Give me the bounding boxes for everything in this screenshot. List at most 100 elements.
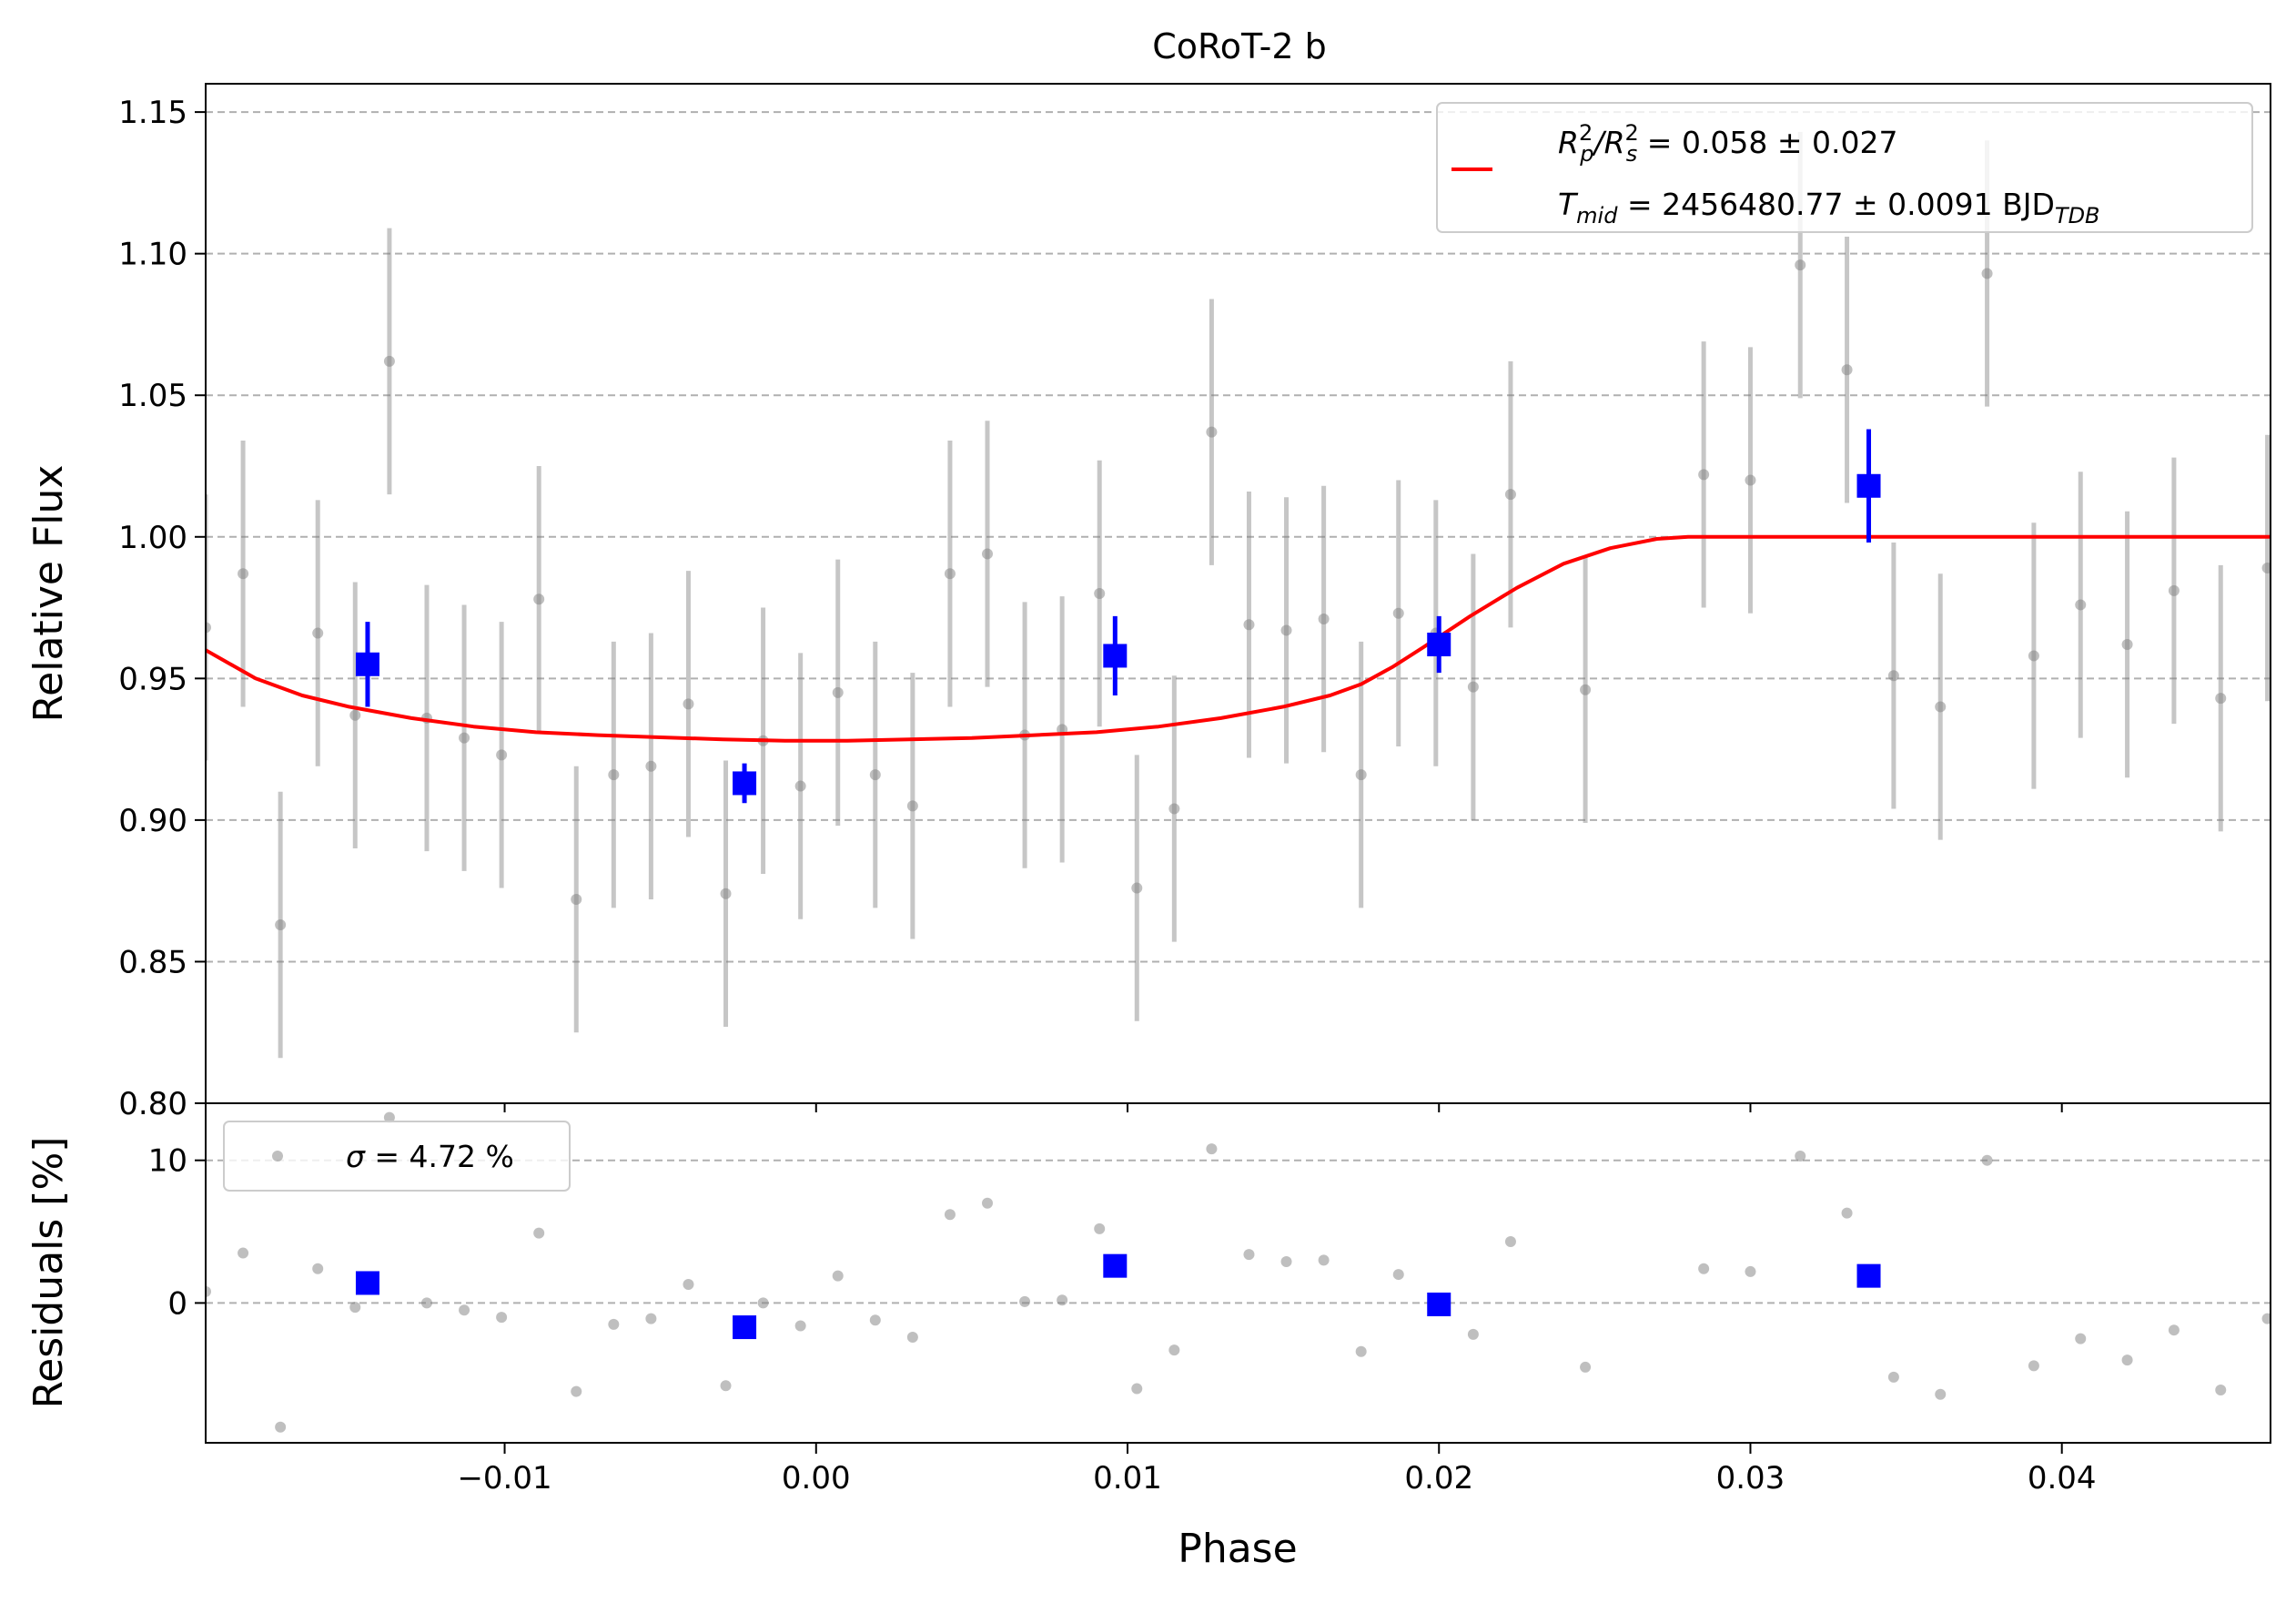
- binned-flux-point: [733, 771, 757, 796]
- unbinned-flux-point: [720, 888, 732, 899]
- unbinned-residual-point: [1168, 1344, 1180, 1356]
- legend-sigma-text: σ = 4.72 %: [346, 1139, 514, 1174]
- binned-flux-points: [355, 429, 1881, 804]
- binned-residual-point: [733, 1315, 757, 1340]
- top-y-tick-label: 0.85: [118, 944, 187, 980]
- unbinned-flux-point: [312, 627, 324, 639]
- x-tick-label: −0.01: [457, 1460, 551, 1496]
- unbinned-residual-point: [1841, 1207, 1853, 1219]
- unbinned-flux-point: [2168, 584, 2180, 596]
- unbinned-flux-point: [1094, 588, 1106, 599]
- unbinned-residual-point: [1887, 1371, 1899, 1383]
- top-legend: R2 p/R2 s = 0.058 ± 0.027 Tmid = 2456480.7…: [1436, 102, 2253, 233]
- unbinned-flux-point: [496, 749, 508, 761]
- top-y-tick-label: 1.00: [118, 520, 187, 556]
- top-y-tick-label: 0.95: [118, 661, 187, 697]
- top-y-tick-label: 0.80: [118, 1086, 187, 1122]
- binned-residual-point: [1103, 1253, 1128, 1278]
- unbinned-residual-point: [720, 1380, 732, 1392]
- unbinned-residual-point: [459, 1304, 470, 1316]
- legend-residual-marker-sample: [272, 1151, 283, 1162]
- unbinned-residual-point: [608, 1318, 620, 1330]
- top-panel-y-ticks: 0.80 0.85 0.90 0.95 1.00 1.05 1.10 1.15: [118, 95, 206, 1122]
- unbinned-residual-point: [906, 1332, 918, 1344]
- unbinned-residual-point: [1318, 1254, 1330, 1266]
- unbinned-flux-point: [1243, 619, 1255, 631]
- unbinned-residual-point: [1355, 1345, 1367, 1357]
- unbinned-flux-point: [683, 698, 694, 710]
- unbinned-residual-point: [1019, 1295, 1031, 1307]
- unbinned-flux-point: [1580, 684, 1592, 695]
- unbinned-flux-point: [906, 800, 918, 812]
- bottom-panel-frame: [205, 1102, 2271, 1444]
- top-y-tick-label: 1.05: [118, 378, 187, 414]
- unbinned-flux-point: [944, 568, 956, 580]
- x-axis-label: Phase: [1178, 1526, 1297, 1572]
- unbinned-flux-point: [1131, 882, 1143, 894]
- unbinned-flux-point: [1392, 607, 1404, 619]
- binned-flux-point: [1103, 644, 1128, 668]
- unbinned-flux-point: [1981, 268, 1993, 279]
- x-tick-label: 0.03: [1716, 1460, 1785, 1496]
- unbinned-flux-point: [869, 769, 881, 781]
- unbinned-flux-point: [2261, 563, 2271, 573]
- unbinned-flux-point: [238, 568, 249, 580]
- unbinned-residual-points: [206, 1111, 2271, 1433]
- unbinned-residual-point: [1504, 1236, 1516, 1248]
- unbinned-flux-point: [1887, 670, 1899, 682]
- unbinned-flux-point: [1280, 624, 1292, 636]
- unbinned-residual-point: [1057, 1294, 1068, 1306]
- binned-residual-points: [355, 1253, 1881, 1340]
- unbinned-residual-point: [1392, 1269, 1404, 1281]
- x-tick-label: 0.00: [782, 1460, 851, 1496]
- unbinned-flux-point: [2028, 650, 2039, 662]
- top-panel-gridlines: [206, 111, 2271, 963]
- unbinned-flux-point: [1318, 614, 1330, 624]
- binned-flux-point: [355, 652, 379, 676]
- transit-model-line: [206, 534, 2271, 743]
- unbinned-flux-point: [571, 894, 582, 905]
- unbinned-residual-point: [794, 1320, 806, 1332]
- unbinned-flux-point: [1795, 259, 1806, 271]
- unbinned-residual-point: [1935, 1388, 1947, 1400]
- binned-flux-point: [1427, 633, 1451, 656]
- unbinned-residual-point: [757, 1297, 769, 1309]
- unbinned-flux-point: [645, 760, 657, 772]
- unbinned-residual-point: [206, 1285, 211, 1297]
- unbinned-residual-point: [312, 1263, 324, 1274]
- top-y-tick-label: 1.15: [118, 95, 187, 131]
- unbinned-residual-point: [2121, 1354, 2133, 1366]
- x-tick-label: 0.01: [1093, 1460, 1162, 1496]
- unbinned-flux-point: [1504, 489, 1516, 501]
- unbinned-residual-point: [275, 1421, 287, 1433]
- unbinned-flux-point: [349, 709, 361, 721]
- chart-title: CoRoT-2 b: [1152, 26, 1327, 66]
- unbinned-residual-point: [2075, 1333, 2087, 1344]
- unbinned-residual-point: [2168, 1324, 2180, 1336]
- unbinned-flux-point: [1935, 701, 1947, 713]
- unbinned-residual-point: [1981, 1154, 1993, 1166]
- unbinned-residual-point: [533, 1227, 545, 1239]
- unbinned-residual-point: [1580, 1361, 1592, 1373]
- top-y-tick-label: 1.10: [118, 237, 187, 273]
- unbinned-residual-point: [2215, 1385, 2227, 1396]
- unbinned-residual-point: [645, 1313, 657, 1324]
- unbinned-residual-point: [1698, 1263, 1710, 1274]
- unbinned-residual-point: [349, 1302, 361, 1314]
- unbinned-residual-point: [1280, 1255, 1292, 1267]
- unbinned-flux-point: [982, 548, 994, 560]
- unbinned-flux-point: [533, 594, 545, 605]
- unbinned-flux-point: [794, 780, 806, 792]
- unbinned-residual-point: [2028, 1360, 2039, 1372]
- unbinned-flux-point: [206, 622, 211, 634]
- x-tick-label: 0.02: [1404, 1460, 1473, 1496]
- top-legend-box: [1436, 102, 2253, 233]
- unbinned-residual-point: [832, 1270, 844, 1282]
- unbinned-residual-point: [1745, 1265, 1756, 1277]
- unbinned-residual-point: [420, 1297, 432, 1309]
- unbinned-residual-point: [1131, 1383, 1143, 1395]
- bottom-y-tick-label: 0: [167, 1285, 187, 1322]
- legend-tmid-text: Tmid = 2456480.77 ± 0.0091 BJDTDB: [1558, 187, 2100, 228]
- unbinned-residual-point: [869, 1314, 881, 1326]
